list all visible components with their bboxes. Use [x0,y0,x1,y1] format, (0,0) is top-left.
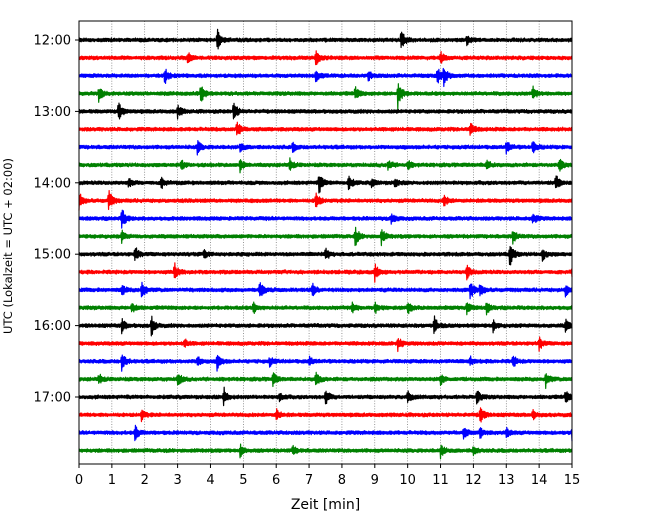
x-tick-label: 7 [305,473,313,488]
trace-1700 [78,386,573,407]
x-tick-label: 15 [564,473,581,488]
trace-1715 [78,407,573,423]
x-tick-label: 11 [432,473,449,488]
x-tick-label: 13 [498,473,515,488]
trace-1345 [78,157,573,174]
trace-1545 [78,301,573,316]
x-tick-label: 6 [272,473,280,488]
trace-1745 [78,443,573,460]
x-tick-label: 10 [399,473,416,488]
trace-1400 [78,175,573,194]
trace-1630 [78,354,573,372]
plot-frame [78,20,573,465]
grid-lines [111,21,540,464]
x-tick-label: 8 [338,473,346,488]
y-tick-label: 16:00 [34,319,71,334]
y-tick-label: 13:00 [34,105,71,120]
y-tick-label: 14:00 [34,176,71,191]
x-tick-label: 1 [108,473,116,488]
x-axis: 0 1 2 3 4 5 6 7 8 9 10 11 12 13 14 15 [75,464,580,488]
x-tick-label: 0 [75,473,83,488]
y-tick-label: 12:00 [34,34,71,49]
y-axis-label: UTC (Lokalzeit = UTC + 02:00) [1,158,15,334]
y-tick-label: 17:00 [34,391,71,406]
y-axis: 12:00 13:00 14:00 15:00 16:00 17:00 [34,34,79,406]
x-tick-label: 2 [141,473,149,488]
x-tick-label: 12 [465,473,482,488]
x-tick-label: 3 [173,473,181,488]
trace-1200 [78,28,573,50]
trace-1430 [78,209,573,229]
x-tick-label: 4 [206,473,214,488]
x-tick-label: 9 [371,473,379,488]
x-tick-label: 14 [531,473,548,488]
seismic-traces [78,28,573,460]
trace-1330 [78,140,573,156]
trace-1215 [78,50,573,66]
trace-1315 [78,121,573,136]
trace-1245 [78,83,573,111]
trace-1615 [78,336,573,353]
trace-1730 [78,424,573,442]
trace-1300 [78,102,573,120]
trace-1230 [78,67,573,88]
trace-1500 [78,245,573,266]
trace-1445 [78,226,573,247]
y-tick-label: 15:00 [34,248,71,263]
trace-1645 [78,371,573,390]
trace-1515 [78,262,573,283]
x-axis-label: Zeit [min] [291,497,360,513]
trace-1530 [78,281,573,300]
trace-1415 [78,189,573,211]
x-tick-label: 5 [239,473,247,488]
trace-1600 [78,315,573,337]
